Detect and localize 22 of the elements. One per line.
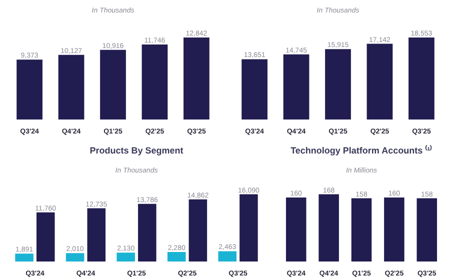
bar (16, 60, 42, 120)
bar (142, 44, 168, 120)
bar (184, 38, 210, 120)
bar (66, 253, 84, 262)
bar (167, 252, 186, 262)
bar (240, 194, 258, 262)
bar (218, 251, 237, 262)
chart-title: Products By Segment (90, 146, 184, 156)
chart-title: Technology Platform Accounts ⁽¹⁾ (290, 144, 432, 156)
bar (58, 54, 84, 120)
bar (36, 212, 55, 262)
bar (100, 50, 126, 120)
bar (325, 49, 351, 120)
bar (15, 254, 34, 262)
bar (242, 59, 268, 120)
bar (188, 199, 208, 262)
bar (408, 38, 434, 120)
bar (138, 204, 156, 262)
bar (283, 54, 310, 120)
bar (87, 208, 106, 262)
bar (116, 252, 135, 262)
bar (366, 44, 393, 120)
